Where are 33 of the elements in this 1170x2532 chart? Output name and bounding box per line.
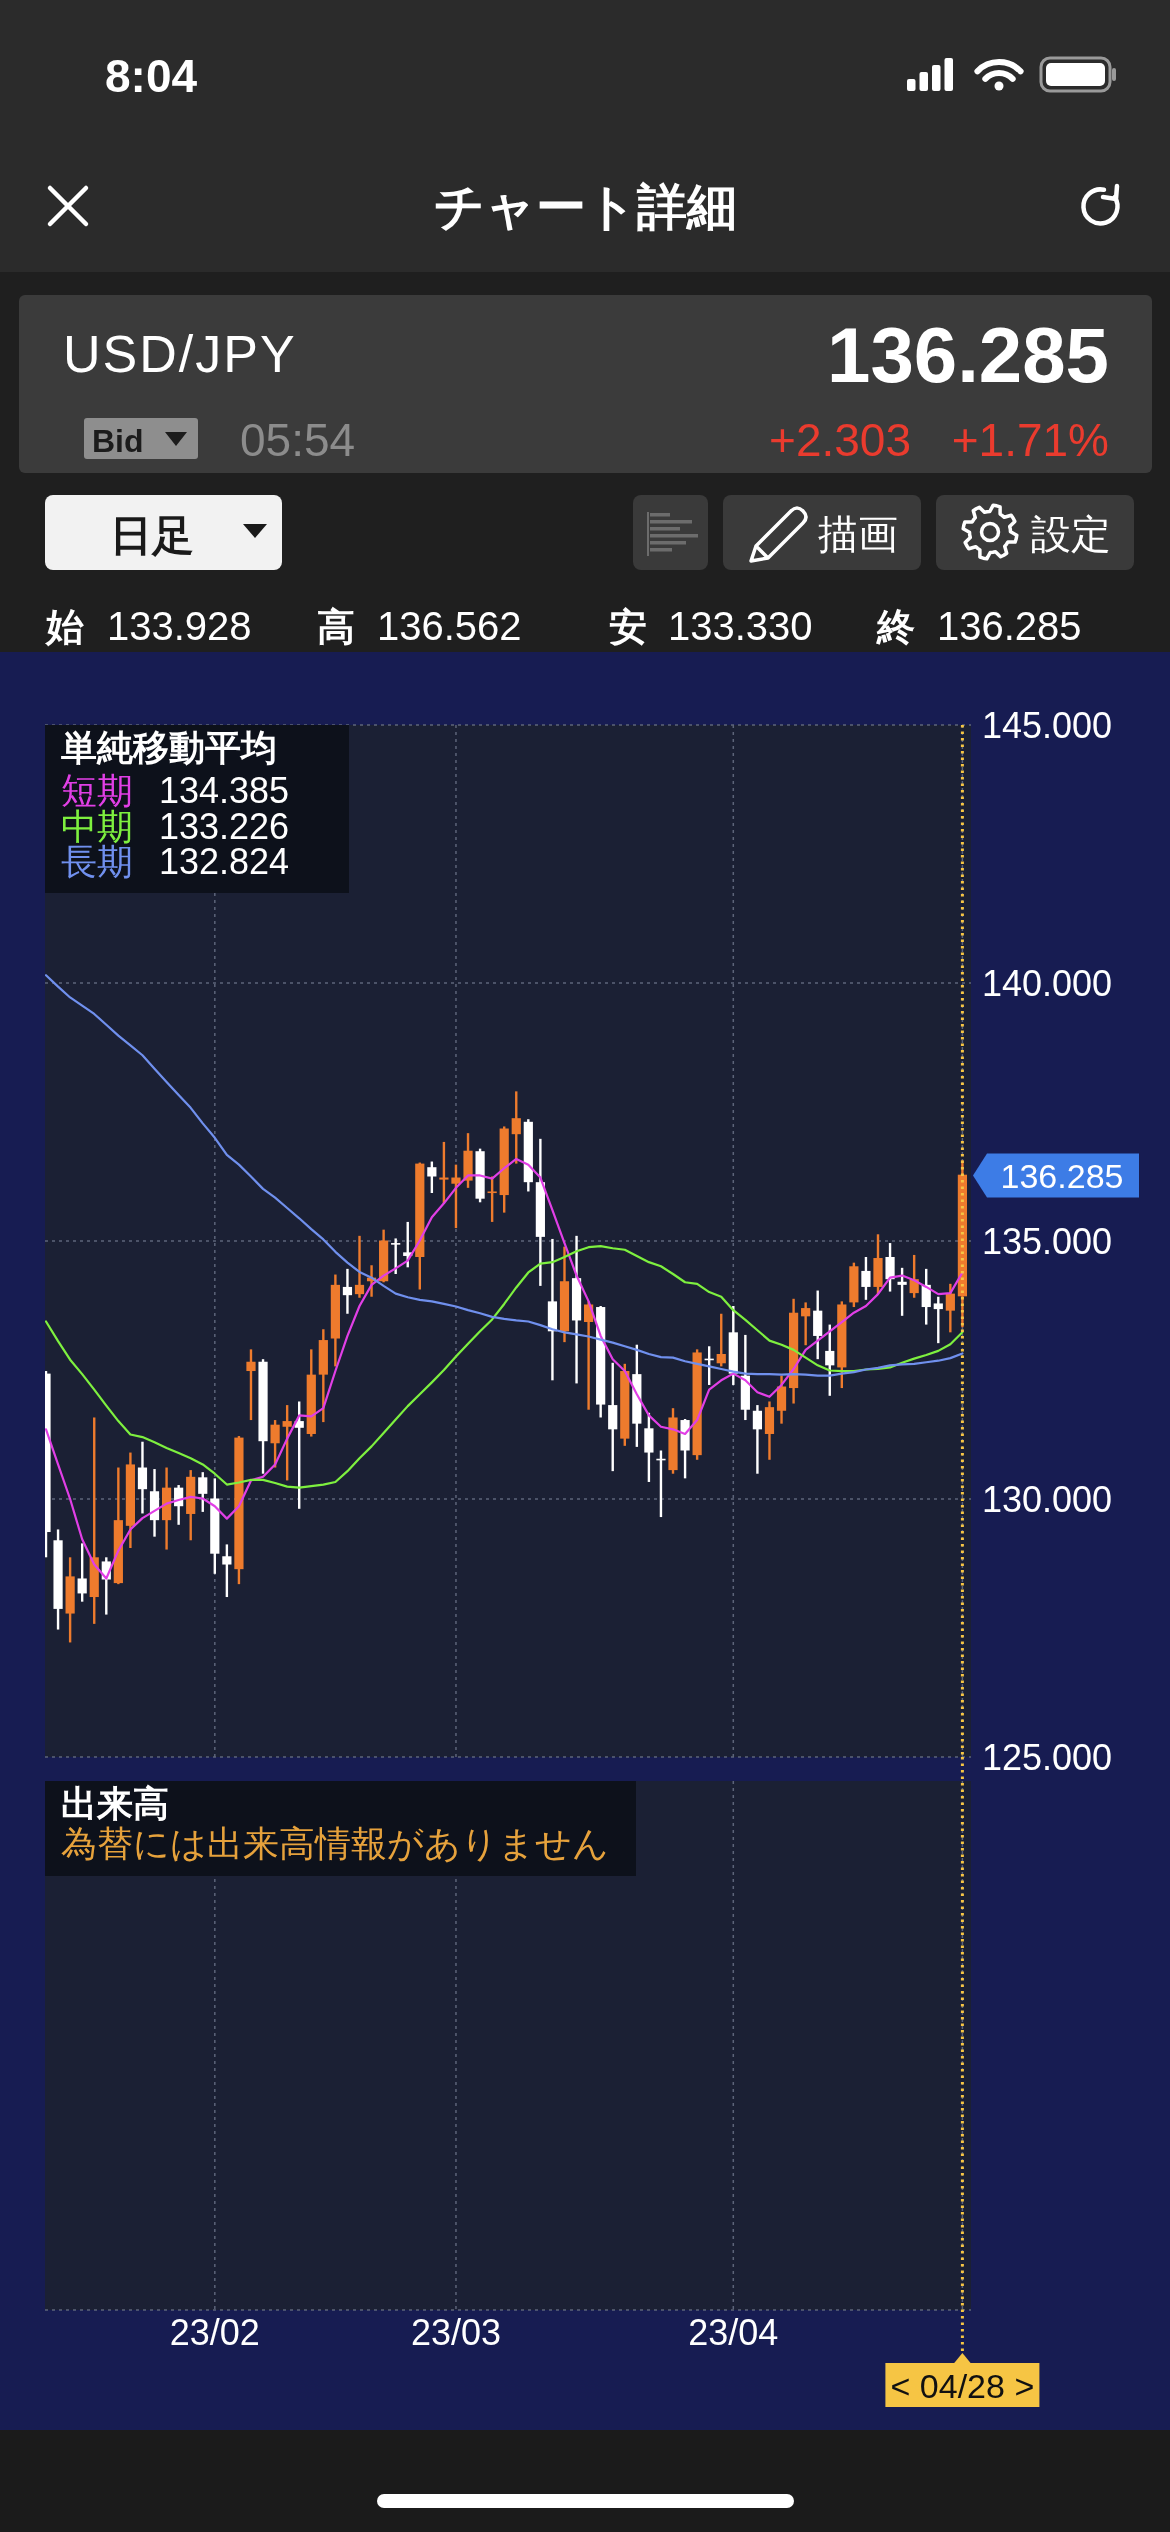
annotation: 描画 <box>818 512 898 556</box>
x-tick-label: 23/04 <box>688 2312 779 2353</box>
annotation: 日足 <box>110 512 194 559</box>
annotation: 133.330 <box>668 604 813 648</box>
y-tick-label: 145.000 <box>982 705 1113 746</box>
annotation: 133.928 <box>107 604 252 648</box>
category-label: < 04/28 > <box>890 2367 1035 2405</box>
annotation: 高 <box>317 606 355 648</box>
annotation: 8:04 <box>105 50 198 102</box>
annotation: +2.303 <box>769 414 911 466</box>
annotation: チャート詳細 <box>433 179 737 235</box>
annotation: 安 <box>609 606 647 648</box>
cursor-label: < 04/28 > <box>885 2353 1040 2407</box>
annotation: 136.285 <box>827 311 1109 399</box>
panel-title: 出来高 <box>61 1783 169 1824</box>
annotation: 05:54 <box>240 414 356 466</box>
title: USD/JPY <box>63 325 297 383</box>
annotation: 終 <box>877 606 915 648</box>
annotation: 136.562 <box>377 604 522 648</box>
y-tick-label: 125.000 <box>982 1737 1113 1778</box>
annotation: 136.285 <box>937 604 1082 648</box>
x-tick-label: 23/02 <box>169 2312 260 2353</box>
annotation: Bid <box>92 423 144 459</box>
panel-annotation: 為替には出来高情報がありません <box>61 1823 609 1864</box>
annotation: 始 <box>46 606 84 648</box>
y-tick-label: 140.000 <box>982 963 1113 1004</box>
y-tick-label: 130.000 <box>982 1479 1113 1520</box>
x-tick-label: 23/03 <box>410 2312 501 2353</box>
annotation: 設定 <box>1031 512 1111 556</box>
y-tick-label: 135.000 <box>982 1221 1113 1262</box>
price-tag: 136.285 <box>973 1153 1139 1198</box>
legend-title: 単純移動平均 <box>61 727 277 768</box>
annotation: +1.71% <box>951 414 1109 466</box>
